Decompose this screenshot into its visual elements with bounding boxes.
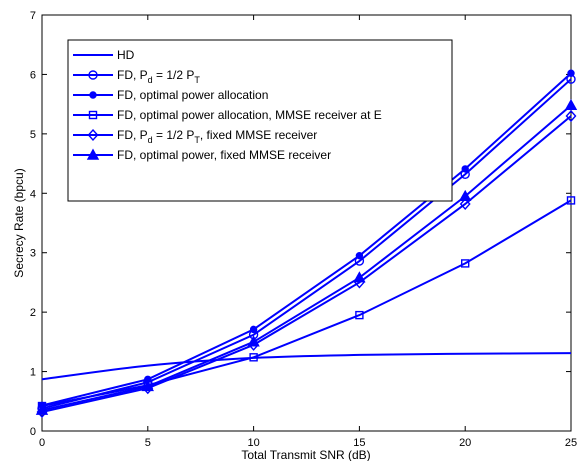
legend-label: FD, optimal power, fixed MMSE receiver [117,148,331,162]
data-point [353,271,366,283]
legend-entry: FD, optimal power allocation, MMSE recei… [73,108,382,122]
legend-text-part: HD [117,48,135,62]
legend-entry: HD [73,48,135,62]
series-5 [35,98,578,415]
data-point [141,379,154,392]
y-tick-label: 2 [30,307,36,319]
series-line [41,104,572,412]
x-tick-label: 0 [39,437,45,449]
y-tick-label: 6 [30,69,36,81]
legend-subscript: T [194,135,200,145]
data-point [249,353,258,362]
legend-label: FD, Pd = 1/2 PT, fixed MMSE receiver [117,128,317,145]
legend-entry: FD, Pd = 1/2 PT [73,68,200,85]
legend-marker [87,128,99,142]
series-0 [41,352,572,381]
legend-label: FD, Pd = 1/2 PT [117,68,200,85]
legend-text-part: = 1/2 P [153,68,195,82]
legend-subscript: T [194,75,200,85]
legend-entry: FD, Pd = 1/2 PT, fixed MMSE receiver [73,128,317,145]
y-tick-label: 5 [30,129,36,141]
x-tick-label: 15 [353,437,365,449]
legend-subscript: d [148,135,153,145]
data-point [565,109,577,123]
legend-box [67,39,453,202]
legend-text-part: = 1/2 P [153,128,195,142]
legend-text-part: FD, P [117,128,148,142]
legend-label: FD, optimal power allocation [117,88,268,102]
legend-label: FD, optimal power allocation, MMSE recei… [117,108,382,122]
data-point [355,310,364,320]
axis-ticks [41,14,572,432]
tick-labels: 0 5 10 15 20 25 0 1 2 3 4 5 6 7 [30,10,577,449]
series-layer [35,69,578,419]
series-line [41,199,572,408]
data-point [459,189,472,201]
data-point [461,165,469,173]
y-tick-label: 7 [30,10,36,22]
y-tick-label: 3 [30,248,36,260]
y-axis-label: Secrecy Rate (bpcu) [12,168,26,277]
legend-entry: FD, optimal power allocation [73,88,268,102]
x-axis-label: Total Transmit SNR (dB) [241,448,370,461]
legend-marker [88,110,98,120]
legend-text-part: FD, optimal power, fixed MMSE receiver [117,148,331,162]
data-point [566,196,576,205]
legend-text-part: FD, P [117,68,148,82]
data-point [35,403,49,415]
legend-marker [86,148,100,160]
legend-text-part: FD, optimal power allocation, MMSE recei… [117,108,382,122]
y-tick-label: 4 [30,188,36,200]
data-point [567,69,575,77]
legend-text-part: FD, optimal power allocation [117,88,268,102]
legend-text-part: , fixed MMSE receiver [200,128,317,142]
data-point [247,335,260,347]
y-tick-label: 0 [30,426,36,438]
data-point [564,98,578,111]
y-tick-label: 1 [30,367,36,379]
x-tick-label: 10 [247,437,259,449]
series-line [41,115,572,413]
data-point [459,197,471,211]
x-tick-label: 20 [459,437,471,449]
series-line [41,352,572,381]
legend-subscript: d [148,75,153,85]
x-tick-label: 5 [145,437,151,449]
data-point [461,259,470,268]
series-line [41,72,572,407]
legend-entry: FD, optimal power, fixed MMSE receiver [73,148,331,162]
legend-marker [89,91,97,99]
data-point [355,251,364,260]
legend-marker [88,70,98,80]
data-point [249,325,258,334]
legend-label: HD [117,48,135,62]
series-line [41,78,572,410]
x-tick-label: 25 [565,437,577,449]
